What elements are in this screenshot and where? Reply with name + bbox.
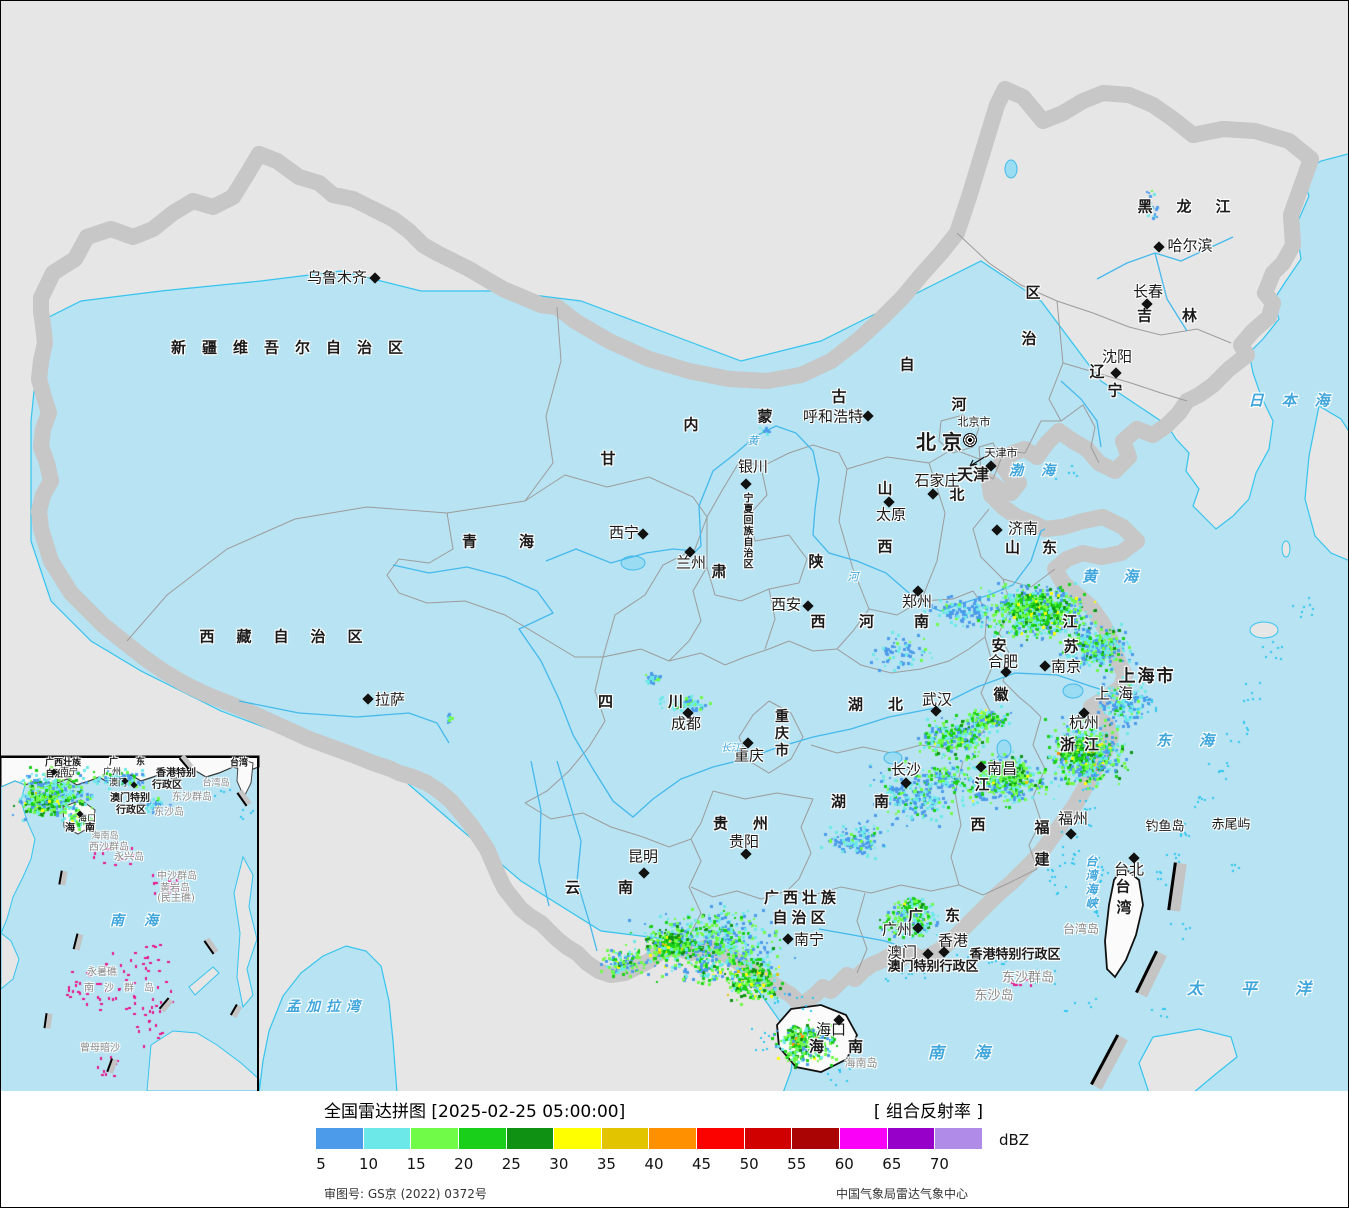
colorbar-tick: 55 [787, 1155, 807, 1173]
colorbar-segment [792, 1128, 841, 1149]
colorbar-ticks: 5 10 15 20 25 30 35 40 45 50 55 60 65 70 [1, 1155, 1348, 1173]
colorbar-tick: 65 [882, 1155, 902, 1173]
colorbar-segment [649, 1128, 698, 1149]
colorbar-segment [935, 1128, 982, 1149]
colorbar-segment [601, 1128, 650, 1149]
colorbar-segment [887, 1128, 936, 1149]
colorbar-segment [697, 1128, 745, 1149]
colorbar-tick: 45 [692, 1155, 712, 1173]
colorbar-tick: 15 [406, 1155, 426, 1173]
colorbar-segment [840, 1128, 888, 1149]
colorbar-tick: 60 [834, 1155, 854, 1173]
colorbar-tick: 25 [501, 1155, 521, 1173]
colorbar-segment [744, 1128, 793, 1149]
colorbar-tick: 20 [454, 1155, 474, 1173]
data-source-credit: 中国气象局雷达气象中心 [836, 1187, 969, 1201]
colorbar-tick: 70 [929, 1155, 949, 1173]
colorbar-segment [411, 1128, 459, 1149]
colorbar-tick: 10 [359, 1155, 379, 1173]
colorbar-unit: dBZ [999, 1131, 1030, 1149]
colorbar-segment [458, 1128, 507, 1149]
product-name: [ 组合反射率 ] [873, 1102, 983, 1122]
map-license-number: 审图号: GS京 (2022) 0372号 [324, 1187, 487, 1201]
colorbar-segment [554, 1128, 602, 1149]
colorbar-segment [506, 1128, 555, 1149]
map-title: 全国雷达拼图 [2025-02-25 05:00:00] [324, 1102, 626, 1122]
legend-panel: 全国雷达拼图 [2025-02-25 05:00:00] [ 组合反射率 ] 5… [1, 1093, 1348, 1207]
radar-echo-layer [1, 1, 1348, 1091]
colorbar-tick: 50 [739, 1155, 759, 1173]
colorbar-tick: 30 [549, 1155, 569, 1173]
china-radar-map: 新疆维吾尔自治区 西藏自治区 青海 黑龙江 吉林 山东 河南 湖北 湖南 浙江 广东 云南 贵州 四川 海南… [1, 1, 1348, 1091]
colorbar-segment [316, 1128, 364, 1149]
colorbar-segment [363, 1128, 412, 1149]
colorbar-tick: 40 [644, 1155, 664, 1173]
reflectivity-colorbar [316, 1128, 982, 1149]
colorbar-tick: 5 [316, 1155, 326, 1173]
colorbar-tick: 35 [596, 1155, 616, 1173]
